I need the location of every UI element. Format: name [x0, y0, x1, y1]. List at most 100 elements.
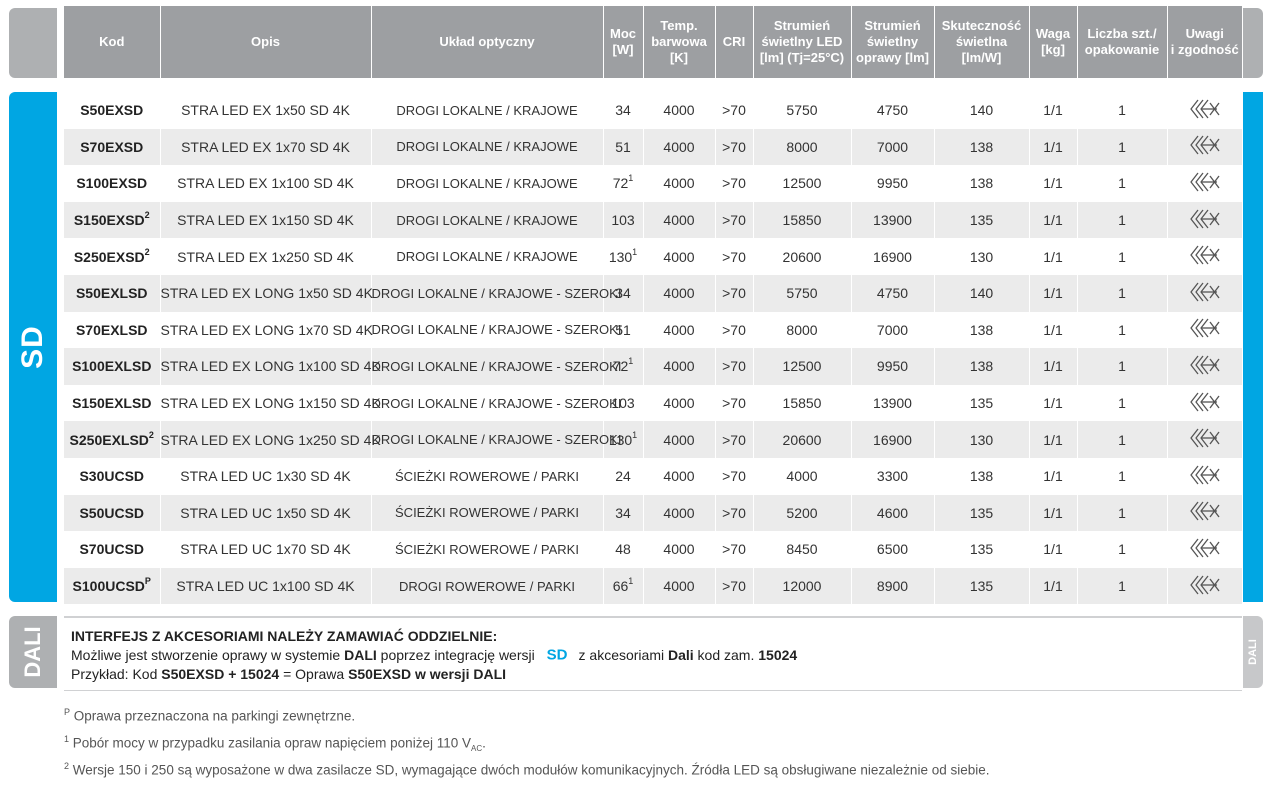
header-uklad-text: Układ optyczny — [439, 34, 535, 49]
cell-waga: 1/1 — [1029, 238, 1078, 275]
cell-skutecznosc: 135 — [934, 201, 1030, 239]
compliance-arrows-icon — [1189, 427, 1221, 452]
cell-uwagi — [1167, 311, 1242, 349]
cell-opis-value: STRA LED EX 1x100 SD 4K — [177, 175, 354, 192]
cell-temp: 4000 — [643, 421, 716, 458]
col-header-liczba: Liczba szt./opakowanie — [1077, 6, 1168, 78]
cell-strumien-led: 8000 — [753, 128, 852, 166]
cell-temp: 4000 — [643, 567, 716, 605]
cell-cri: >70 — [715, 311, 754, 349]
cell-waga-value: 1/1 — [1043, 285, 1063, 302]
cell-strumien-oprawy-value: 9950 — [876, 358, 909, 375]
cell-skutecznosc: 135 — [934, 531, 1030, 568]
cell-uwagi — [1167, 457, 1242, 495]
cell-temp: 4000 — [643, 238, 716, 275]
cell-moc: 51 — [603, 128, 644, 166]
cell-skutecznosc-value: 135 — [969, 541, 994, 558]
cell-waga-value: 1/1 — [1043, 248, 1063, 265]
cell-strumien-oprawy-value: 4750 — [876, 102, 909, 119]
cell-strumien-oprawy: 6500 — [851, 531, 935, 568]
cell-skutecznosc: 138 — [934, 165, 1030, 202]
compliance-arrows-icon — [1189, 464, 1221, 489]
cell-cri-value: >70 — [722, 541, 746, 558]
cell-strumien-oprawy-value: 4600 — [876, 504, 909, 521]
header-waga-line2: [kg] — [1041, 42, 1065, 57]
cell-liczba-value: 1 — [1118, 504, 1126, 521]
cell-skutecznosc: 135 — [934, 567, 1030, 605]
cell-liczba-value: 1 — [1118, 431, 1126, 448]
cell-liczba: 1 — [1077, 92, 1168, 129]
cell-strumien-led-value: 5200 — [786, 504, 818, 521]
cell-waga: 1/1 — [1029, 457, 1078, 495]
cell-moc-value: 103 — [611, 212, 635, 229]
dali-line3-part-d: S50EXSD w wersji DALI — [348, 666, 507, 682]
cell-uklad-value: DROGI ROWEROWE / PARKI — [399, 578, 575, 594]
cell-moc-footnote-mark: 1 — [632, 246, 638, 257]
footnote-1-mark: 1 — [64, 734, 70, 744]
cell-opis: STRA LED EX LONG 1x50 SD 4K — [160, 274, 373, 312]
cell-temp-value: 4000 — [663, 285, 695, 302]
table-row: S50EXSD STRA LED EX 1x50 SD 4K DROGI LOKAL… — [64, 92, 1242, 129]
cell-kod: S70EXLSD — [64, 311, 161, 349]
cell-moc: 1301 — [603, 238, 644, 275]
cell-liczba: 1 — [1077, 531, 1168, 568]
cell-liczba: 1 — [1077, 567, 1168, 605]
cell-moc-value: 51 — [615, 138, 631, 155]
header-skut-line3: [lm/W] — [961, 50, 1002, 65]
cell-temp-value: 4000 — [663, 358, 695, 375]
cell-strumien-led: 12500 — [753, 165, 852, 202]
compliance-arrows-icon — [1189, 281, 1221, 306]
cell-waga-value: 1/1 — [1043, 541, 1063, 558]
cell-cri: >70 — [715, 494, 754, 532]
cell-opis-value: STRA LED EX LONG 1x250 SD 4K — [160, 431, 381, 448]
cell-strumien-oprawy-value: 9950 — [876, 175, 909, 192]
cell-moc-footnote-mark: 1 — [632, 429, 638, 440]
cell-temp: 4000 — [643, 311, 716, 349]
dali-line2-part-d: z akcesoriami — [574, 647, 668, 663]
cell-liczba-value: 1 — [1118, 138, 1126, 155]
dali-line3-part-c: = Oprawa — [279, 666, 349, 682]
dali-line2-part-f: kod zam. — [693, 647, 759, 663]
cell-temp-value: 4000 — [663, 431, 695, 448]
cell-waga: 1/1 — [1029, 567, 1078, 605]
cell-temp: 4000 — [643, 348, 716, 385]
cell-uklad-value: ŚCIEŻKI ROWEROWE / PARKI — [395, 541, 579, 557]
table-row: S70EXLSD STRA LED EX LONG 1x70 SD 4K DROGI… — [64, 311, 1242, 349]
cell-strumien-led: 5200 — [753, 494, 852, 532]
cell-cri-value: >70 — [722, 248, 746, 265]
header-opis-text: Opis — [251, 34, 280, 49]
cell-kod-value: S70EXSD — [80, 138, 144, 155]
table-row: S50UCSD STRA LED UC 1x50 SD 4K ŚCIEŻKI ROW… — [64, 494, 1242, 532]
product-table: Kod Opis Układ optyczny Moc [W] Temp. barw… — [64, 6, 1242, 605]
cell-strumien-led-value: 20600 — [782, 431, 822, 448]
cell-strumien-oprawy: 16900 — [851, 421, 935, 458]
cell-temp-value: 4000 — [663, 395, 695, 412]
cell-strumien-led: 20600 — [753, 421, 852, 458]
cell-strumien-led-value: 8450 — [786, 541, 818, 558]
cell-uklad-value: DROGI LOKALNE / KRAJOWE - SZEROKI — [371, 322, 622, 338]
cell-strumien-led-value: 12500 — [782, 175, 822, 192]
cell-cri-value: >70 — [722, 431, 746, 448]
footnote-p: P Oprawa przeznaczona na parkingi zewnęt… — [64, 707, 355, 724]
cell-skutecznosc-value: 138 — [969, 468, 994, 485]
table-row: S100EXSD STRA LED EX 1x100 SD 4K DROGI LOK… — [64, 165, 1242, 202]
cell-strumien-oprawy: 9950 — [851, 348, 935, 385]
cell-skutecznosc-value: 135 — [969, 212, 994, 229]
col-header-skutecznosc: Skuteczność świetlna [lm/W] — [934, 6, 1030, 78]
sd-right-strip — [1243, 92, 1263, 602]
cell-moc: 34 — [603, 494, 644, 532]
cell-kod: S70UCSD — [64, 531, 161, 568]
cell-moc: 24 — [603, 457, 644, 495]
dali-tab: DALI — [9, 616, 57, 688]
cell-temp: 4000 — [643, 128, 716, 166]
cell-cri-value: >70 — [722, 138, 746, 155]
cell-opis-value: STRA LED EX LONG 1x70 SD 4K — [160, 321, 373, 338]
cell-cri: >70 — [715, 457, 754, 495]
cell-skutecznosc-value: 140 — [969, 285, 994, 302]
compliance-arrows-icon — [1189, 354, 1221, 379]
compliance-arrows-icon — [1189, 244, 1221, 269]
cell-moc-value: 51 — [615, 321, 631, 338]
cell-skutecznosc: 130 — [934, 421, 1030, 458]
cell-temp-value: 4000 — [663, 321, 695, 338]
header-temp-line2: barwowa — [651, 34, 707, 49]
